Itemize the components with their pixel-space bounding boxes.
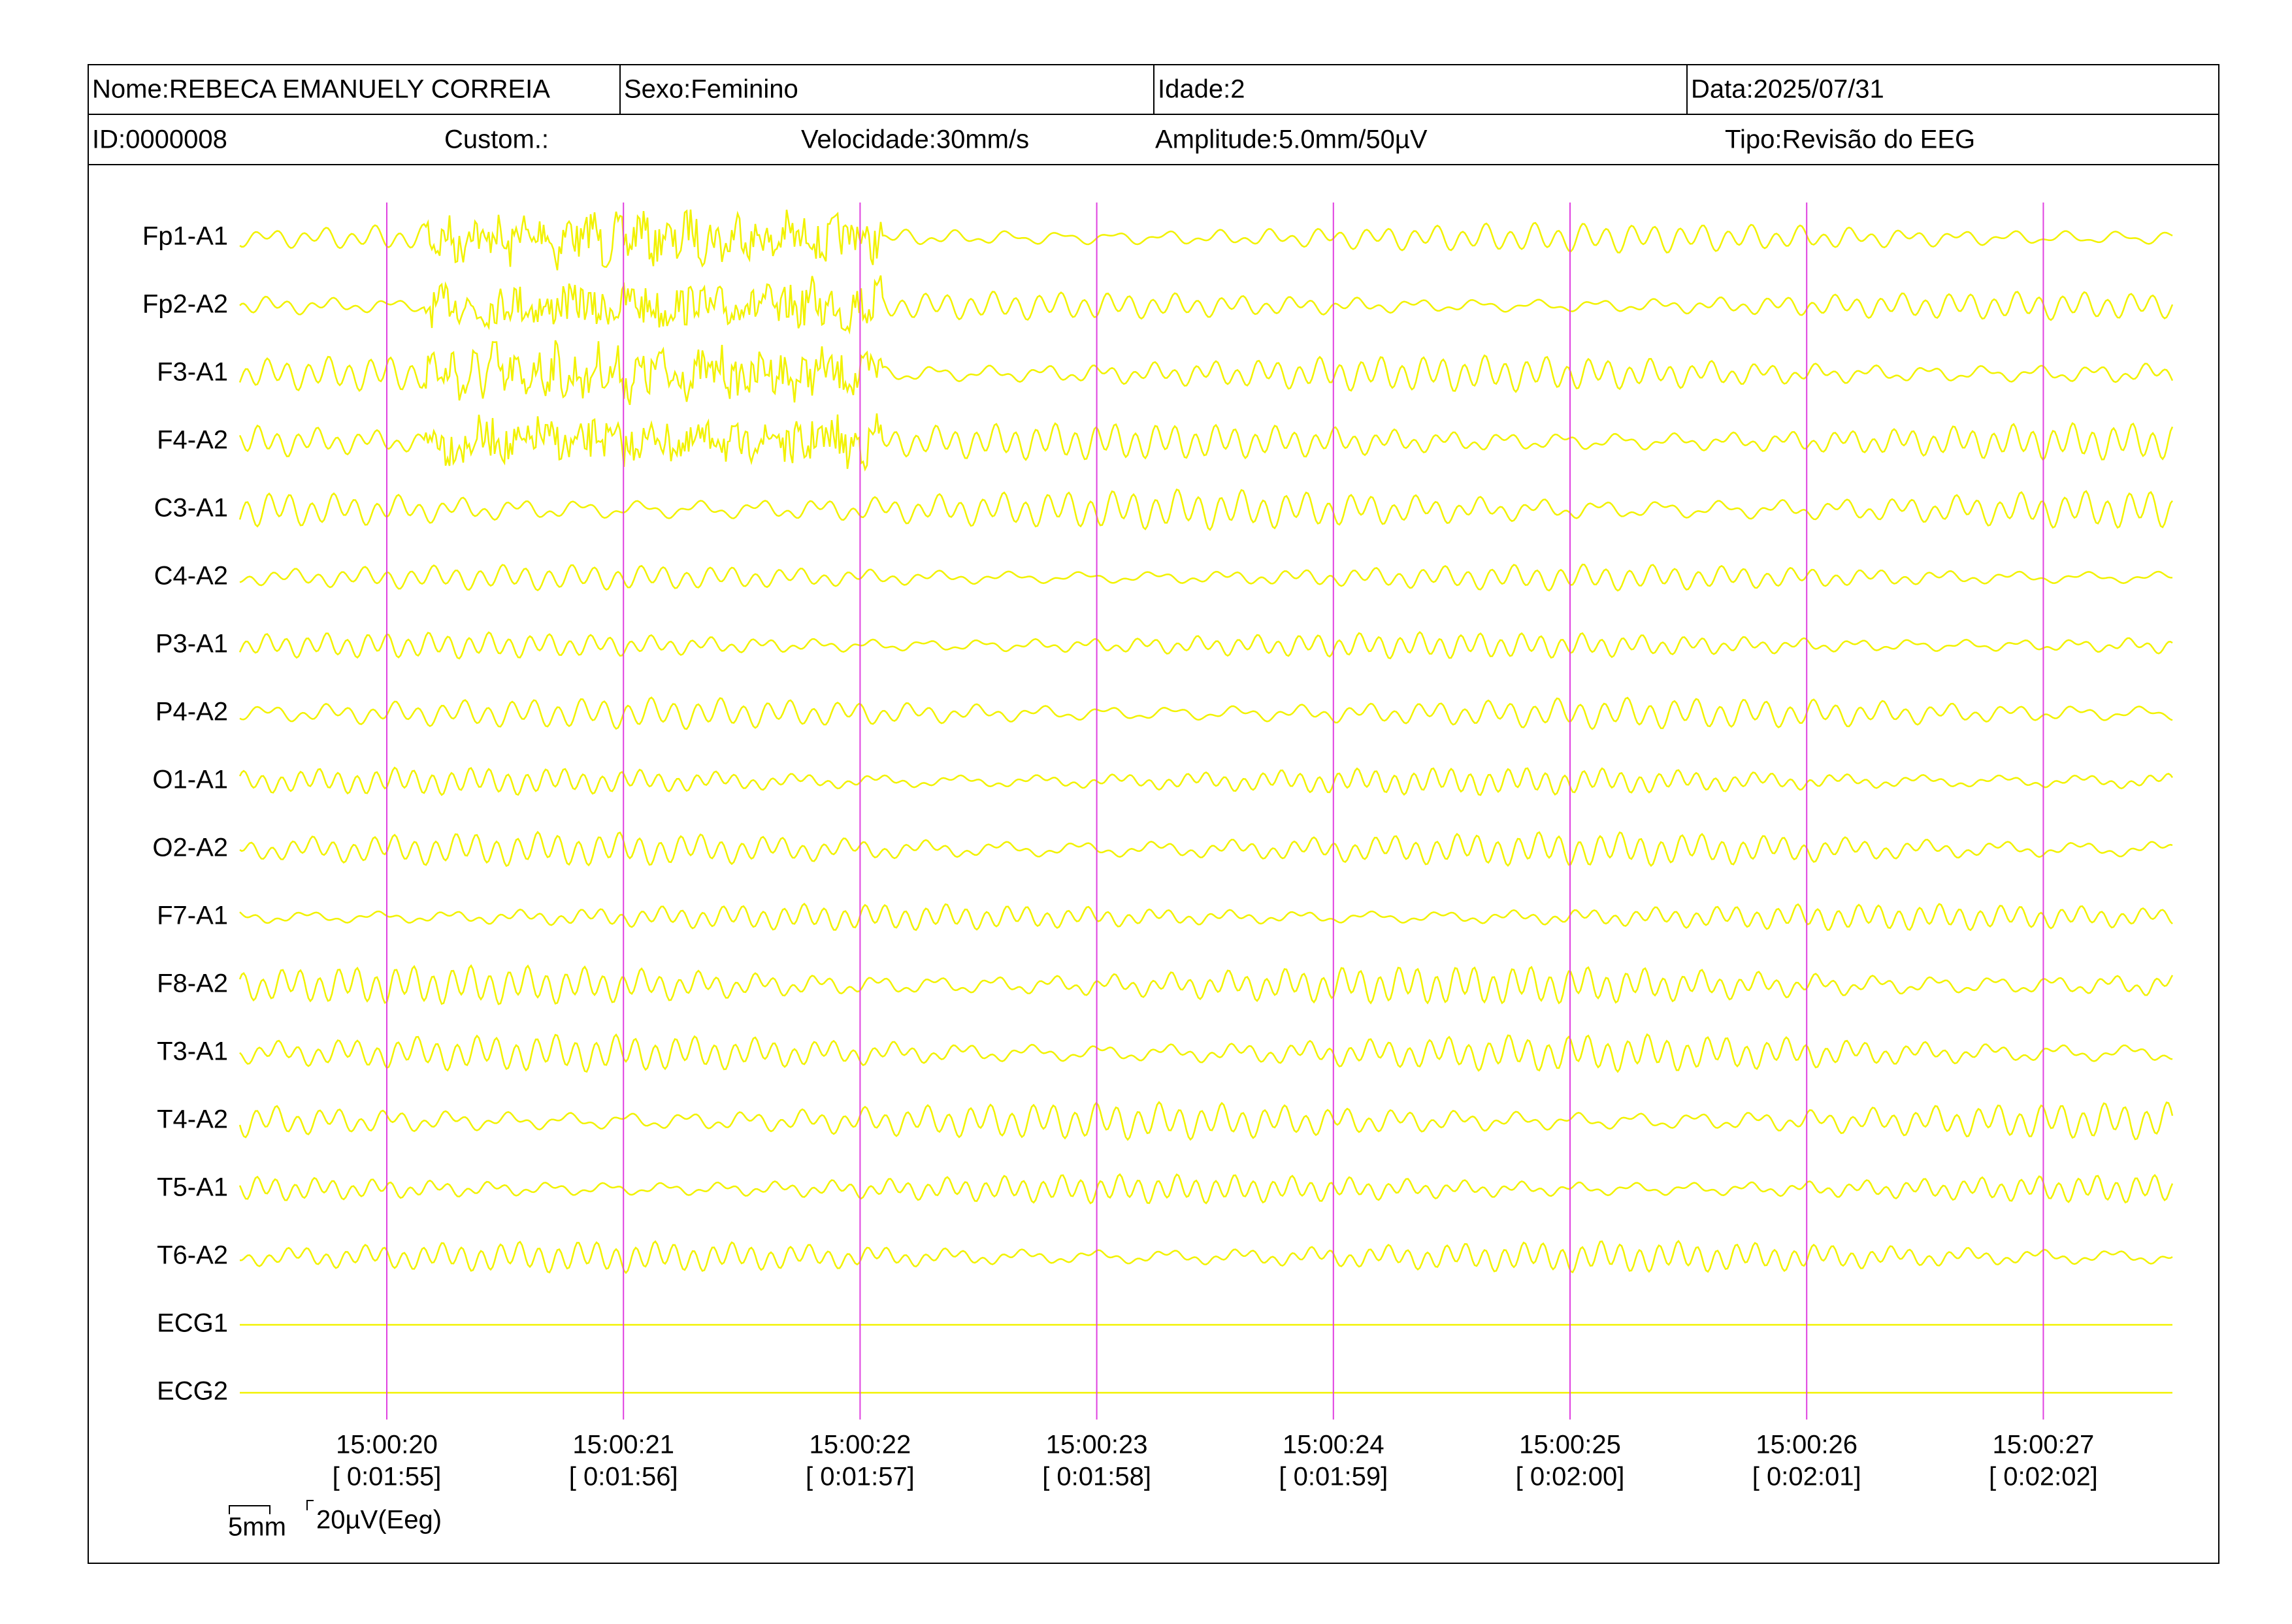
- channel-label: Fp2-A2: [142, 290, 228, 319]
- channel-label: O2-A2: [152, 834, 228, 862]
- eeg-trace: [238, 1173, 2174, 1205]
- eeg-trace: [239, 696, 2173, 730]
- scale-bracket: [306, 1500, 314, 1510]
- eeg-trace: [238, 964, 2174, 1005]
- elapsed-label: [ 0:02:00]: [1516, 1463, 1625, 1491]
- eeg-trace: [239, 1033, 2173, 1073]
- eeg-trace: [239, 1239, 2173, 1275]
- time-label: 15:00:27: [1993, 1431, 2095, 1459]
- elapsed-label: [ 0:02:01]: [1752, 1463, 1861, 1491]
- elapsed-label: [ 0:01:57]: [806, 1463, 915, 1491]
- eeg-trace: [239, 563, 2172, 592]
- eeg-trace: [239, 830, 2173, 868]
- time-label: 15:00:26: [1756, 1431, 1858, 1459]
- elapsed-label: [ 0:01:56]: [569, 1463, 678, 1491]
- traces: Fp1-A1 Fp2-A2 F3-A1 F4-A2 C3-A1 C4-A2 P3-A1 P4-…: [142, 209, 2174, 1406]
- channel-label: F3-A1: [157, 358, 228, 387]
- frame: [88, 64, 2219, 1564]
- channel-label: ECG1: [157, 1309, 228, 1338]
- scale-length: 5mm: [228, 1513, 286, 1542]
- eeg-trace: [238, 413, 2174, 472]
- time-label: 15:00:24: [1283, 1431, 1384, 1459]
- time-label: 15:00:25: [1519, 1431, 1621, 1459]
- time-label: 15:00:21: [572, 1431, 674, 1459]
- time-label: 15:00:22: [810, 1431, 911, 1459]
- elapsed-label: [ 0:01:58]: [1042, 1463, 1151, 1491]
- eeg-trace: [239, 902, 2173, 932]
- amplitude: Amplitude:5.0mm/50µV: [1155, 125, 1428, 154]
- patient-id: ID:0000008: [92, 125, 227, 154]
- eeg-trace: [239, 275, 2174, 335]
- channel-label: T6-A2: [157, 1241, 228, 1270]
- channel-label: F8-A2: [157, 969, 228, 998]
- time-label: 15:00:23: [1046, 1431, 1148, 1459]
- elapsed-label: [ 0:01:59]: [1279, 1463, 1388, 1491]
- patient-sex: Sexo:Feminino: [624, 75, 798, 104]
- eeg-trace: [238, 488, 2173, 531]
- elapsed-label: [ 0:02:02]: [1989, 1463, 2098, 1491]
- channel-label: ECG2: [157, 1377, 228, 1406]
- time-label: 15:00:20: [336, 1431, 438, 1459]
- channel-label: T5-A1: [157, 1173, 228, 1202]
- channel-label: F4-A2: [157, 426, 228, 455]
- eeg-trace: [238, 631, 2173, 660]
- patient-age: Idade:2: [1158, 75, 1245, 104]
- eeg-trace: [239, 209, 2173, 270]
- channel-label: P3-A1: [156, 630, 228, 658]
- elapsed-label: [ 0:01:55]: [333, 1463, 442, 1491]
- channel-label: C3-A1: [154, 494, 228, 523]
- channel-label: O1-A1: [152, 766, 228, 794]
- speed: Velocidade:30mm/s: [801, 125, 1029, 154]
- eeg-trace: [238, 766, 2173, 796]
- channel-label: Fp1-A1: [142, 222, 228, 251]
- time-marks: 15:00:20 [ 0:01:55] 15:00:21 [ 0:01:56] 15:0…: [333, 203, 2098, 1491]
- record-date: Data:2025/07/31: [1691, 75, 1884, 104]
- custom-field: Custom.:: [444, 125, 549, 154]
- channel-label: C4-A2: [154, 562, 228, 591]
- channel-label: T4-A2: [157, 1105, 228, 1134]
- eeg-trace: [238, 340, 2174, 406]
- patient-name: Nome:REBECA EMANUELY CORREIA: [92, 75, 550, 104]
- channel-label: F7-A1: [157, 901, 228, 930]
- channel-label: T3-A1: [157, 1037, 228, 1066]
- scale-bar: [229, 1505, 270, 1514]
- channel-label: P4-A2: [156, 698, 228, 726]
- scale-amplitude: 20µV(Eeg): [316, 1506, 442, 1535]
- eeg-trace: [238, 1101, 2174, 1141]
- record-type: Tipo:Revisão do EEG: [1725, 125, 1975, 154]
